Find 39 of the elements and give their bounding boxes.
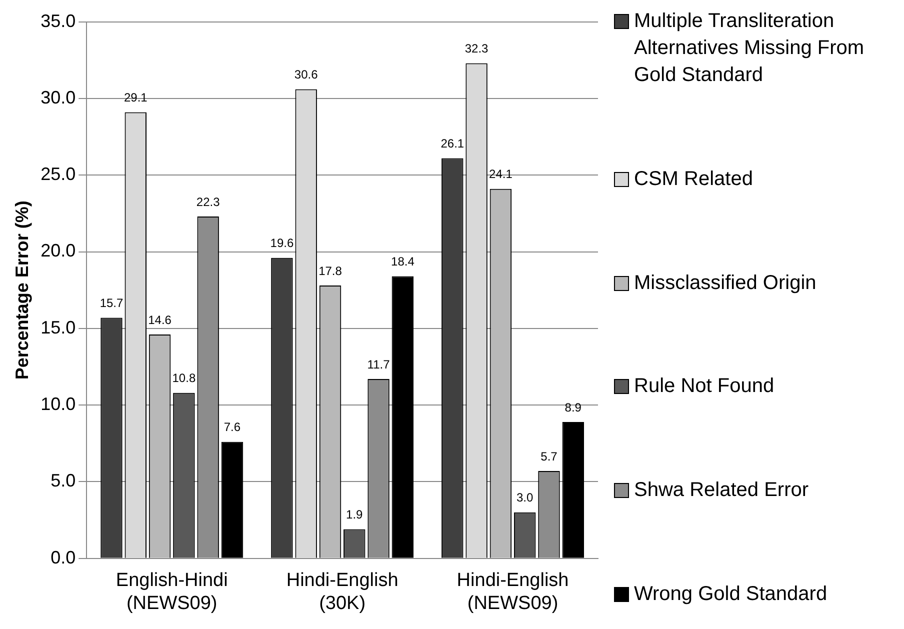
- data-label: 15.7: [100, 296, 124, 310]
- data-label: 24.1: [489, 167, 513, 182]
- x-tick-label: Hindi-English (30K): [286, 570, 398, 614]
- x-tick-label: English-Hindi (NEWS09): [116, 570, 228, 614]
- data-label: 5.7: [540, 449, 558, 464]
- legend-label: Wrong Gold Standard: [634, 582, 828, 607]
- data-label: 18.4: [391, 254, 415, 269]
- data-label: 22.3: [196, 194, 220, 209]
- bar: [392, 276, 414, 558]
- bar: [221, 442, 244, 558]
- data-label: 1.9: [346, 508, 364, 522]
- y-tick-label: 30.0: [40, 87, 76, 108]
- data-label: 19.6: [270, 236, 294, 250]
- y-tick-label: 20.0: [40, 240, 76, 261]
- legend-label: Rule Not Found: [634, 374, 774, 400]
- data-label: 32.3: [464, 42, 489, 56]
- data-label: 14.6: [148, 312, 172, 327]
- y-tick-label: 10.0: [40, 394, 76, 414]
- data-label: 11.7: [367, 357, 390, 372]
- y-tick-label: 25.0: [40, 164, 76, 184]
- y-axis-title: Percentage Error (%): [12, 200, 32, 380]
- legend-label: Shwa Related Error: [634, 478, 809, 504]
- legend-label: CSM Related: [634, 166, 753, 192]
- y-tick-label: 5.0: [50, 470, 76, 491]
- x-tick-label: Hindi-English (NEWS09): [456, 570, 569, 614]
- data-label: 17.8: [318, 264, 342, 278]
- data-label: 26.1: [440, 136, 464, 151]
- y-tick-label: 15.0: [40, 317, 76, 338]
- data-label: 7.6: [224, 420, 241, 434]
- bar: [562, 422, 584, 558]
- data-label: 10.8: [172, 371, 196, 386]
- y-tick-label: 35.0: [40, 10, 76, 31]
- data-label: 8.9: [564, 400, 582, 414]
- data-label: 29.1: [124, 90, 148, 105]
- legend-label: Multiple Transliteration Alternatives Missing From Gold Standard: [634, 9, 866, 88]
- legend-label: Missclassified Origin: [634, 270, 816, 296]
- y-tick-label: 0.0: [50, 547, 76, 568]
- data-label: 3.0: [516, 490, 534, 505]
- data-label: 30.6: [294, 68, 318, 82]
